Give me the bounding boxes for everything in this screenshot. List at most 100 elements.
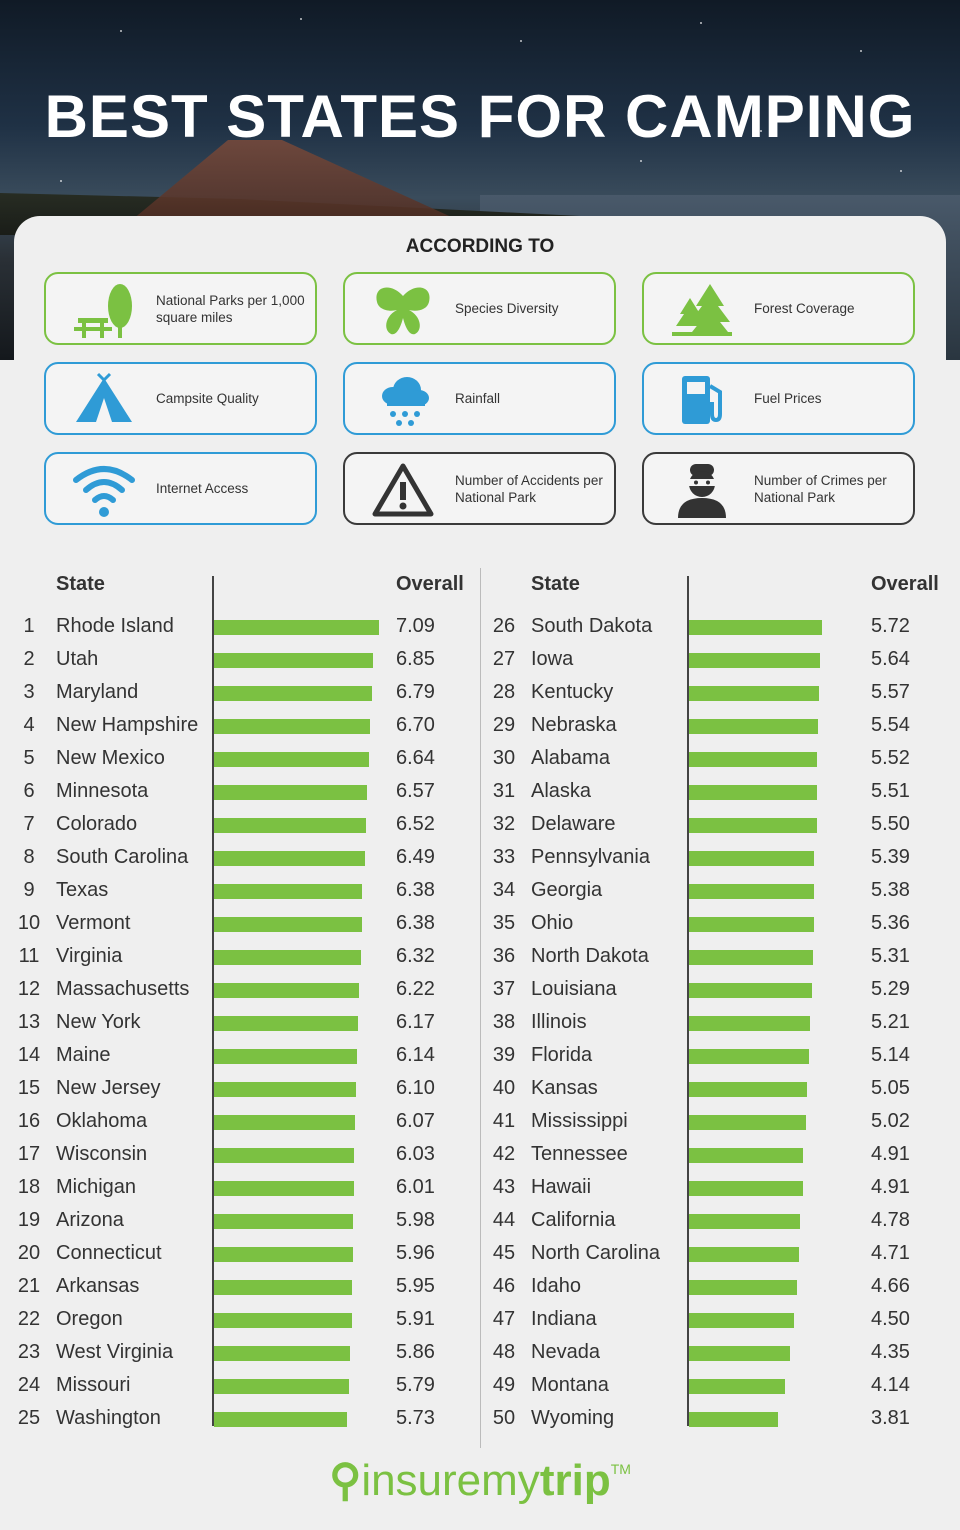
overall-score: 5.91	[396, 1308, 435, 1330]
rank-number: 20	[17, 1242, 41, 1264]
ranking-row: 9 Texas 6.38	[14, 875, 484, 908]
rank-number: 36	[492, 945, 516, 967]
ranking-row: 14 Maine 6.14	[14, 1040, 484, 1073]
criterion-label: National Parks per 1,000 square miles	[156, 292, 305, 325]
state-name: Mississippi	[531, 1110, 628, 1132]
state-name: North Dakota	[531, 945, 649, 967]
rank-number: 27	[492, 648, 516, 670]
ranking-row: 39 Florida 5.14	[489, 1040, 959, 1073]
ranking-row: 41 Mississippi 5.02	[489, 1106, 959, 1139]
rank-number: 18	[17, 1176, 41, 1198]
score-bar	[689, 1049, 809, 1064]
state-name: Nebraska	[531, 714, 617, 736]
overall-score: 5.96	[396, 1242, 435, 1264]
state-name: Colorado	[56, 813, 138, 835]
state-name: New Hampshire	[56, 714, 199, 736]
rank-number: 19	[17, 1209, 41, 1231]
rank-number: 45	[492, 1242, 516, 1264]
score-bar	[214, 1247, 353, 1262]
overall-score: 5.21	[871, 1011, 910, 1033]
score-bar	[214, 1280, 353, 1295]
state-name: Florida	[531, 1044, 593, 1066]
rank-number: 49	[492, 1374, 516, 1396]
score-bar	[214, 1082, 356, 1097]
rank-number: 8	[23, 846, 35, 868]
rank-number: 24	[17, 1374, 41, 1396]
rank-number: 47	[492, 1308, 516, 1330]
rank-number: 26	[492, 615, 516, 637]
score-bar	[214, 917, 363, 932]
rank-number: 15	[17, 1077, 41, 1099]
score-bar	[689, 653, 821, 668]
overall-score: 5.29	[871, 978, 910, 1000]
score-bar	[689, 1214, 801, 1229]
score-bar	[689, 1313, 794, 1328]
criterion-accidents: Number of Accidents per National Park	[343, 452, 616, 525]
criterion-fuel-prices: Fuel Prices	[642, 362, 915, 435]
state-name: Indiana	[531, 1308, 597, 1330]
state-name: Massachusetts	[56, 978, 190, 1000]
overall-score: 5.98	[396, 1209, 435, 1231]
score-bar	[689, 1082, 807, 1097]
ranking-row: 34 Georgia 5.38	[489, 875, 959, 908]
rank-number: 2	[23, 648, 35, 670]
rank-number: 32	[492, 813, 516, 835]
bar-axis-right	[687, 576, 689, 1426]
ranking-row: 17 Wisconsin 6.03	[14, 1139, 484, 1172]
overall-score: 6.01	[396, 1176, 435, 1198]
state-name: Utah	[56, 648, 99, 670]
state-name: Rhode Island	[56, 615, 174, 637]
state-name: Virginia	[56, 945, 123, 967]
ranking-row: 30 Alabama 5.52	[489, 743, 959, 776]
overall-score: 4.91	[871, 1143, 910, 1165]
overall-score: 3.81	[871, 1407, 910, 1429]
overall-score: 6.79	[396, 681, 435, 703]
tent-icon	[72, 372, 136, 428]
overall-score: 5.73	[396, 1407, 435, 1429]
state-name: Maryland	[56, 681, 139, 703]
criterion-label: Forest Coverage	[754, 301, 855, 316]
score-bar	[689, 1247, 799, 1262]
score-bar	[689, 1016, 811, 1031]
rank-number: 48	[492, 1341, 516, 1363]
score-bar	[689, 1181, 804, 1196]
overall-score: 6.57	[396, 780, 435, 802]
state-name: Kentucky	[531, 681, 614, 703]
score-bar	[689, 1115, 806, 1130]
overall-score: 5.52	[871, 747, 910, 769]
criterion-species-diversity: Species Diversity	[343, 272, 616, 345]
rank-number: 7	[23, 813, 35, 835]
state-name: Vermont	[56, 912, 131, 934]
rank-number: 33	[492, 846, 516, 868]
criterion-label: Internet Access	[156, 481, 249, 496]
overall-score: 6.14	[396, 1044, 435, 1066]
overall-score: 7.09	[396, 615, 435, 637]
ranking-row: 37 Louisiana 5.29	[489, 974, 959, 1007]
rank-number: 44	[492, 1209, 516, 1231]
state-name: Illinois	[531, 1011, 587, 1033]
rank-number: 16	[17, 1110, 41, 1132]
state-name: Arizona	[56, 1209, 124, 1231]
ranking-row: 32 Delaware 5.50	[489, 809, 959, 842]
score-bar	[689, 884, 815, 899]
rank-number: 30	[492, 747, 516, 769]
rank-number: 13	[17, 1011, 41, 1033]
ranking-row: 16 Oklahoma 6.07	[14, 1106, 484, 1139]
ranking-row: 25 Washington 5.73	[14, 1403, 484, 1436]
insuremytrip-logo: ⚲insuremytripTM	[329, 1456, 631, 1505]
ranking-row: 12 Massachusetts 6.22	[14, 974, 484, 1007]
score-bar	[689, 983, 813, 998]
rank-number: 42	[492, 1143, 516, 1165]
rank-number: 35	[492, 912, 516, 934]
state-name: Pennsylvania	[531, 846, 650, 868]
state-name: North Carolina	[531, 1242, 660, 1264]
overall-score: 4.78	[871, 1209, 910, 1231]
score-bar	[214, 884, 363, 899]
state-name: New York	[56, 1011, 141, 1033]
fuel-pump-icon	[670, 372, 734, 428]
ranking-row: 7 Colorado 6.52	[14, 809, 484, 842]
ranking-row: 23 West Virginia 5.86	[14, 1337, 484, 1370]
ranking-row: 38 Illinois 5.21	[489, 1007, 959, 1040]
criterion-campsite-quality: Campsite Quality	[44, 362, 317, 435]
state-name: Ohio	[531, 912, 574, 934]
